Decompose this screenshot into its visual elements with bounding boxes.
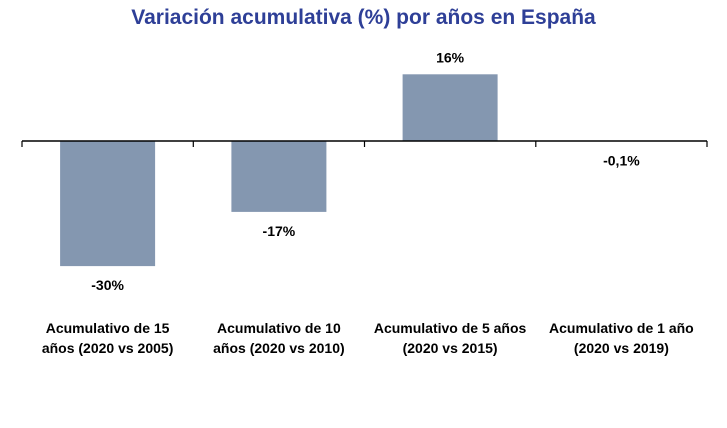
category-label-line: Acumulativo de 1 año — [549, 320, 694, 336]
category-label-2: Acumulativo de 10 años (2020 vs 2010) — [194, 318, 364, 358]
bar-2 — [231, 141, 327, 212]
category-label-4: Acumulativo de 1 año (2020 vs 2019) — [536, 318, 706, 358]
category-label-3: Acumulativo de 5 años (2020 vs 2015) — [365, 318, 535, 358]
category-label-line: Acumulativo de 15 — [45, 320, 170, 336]
category-label-line: Acumulativo de 10 — [217, 320, 341, 336]
bar-1 — [60, 141, 156, 267]
category-label-1: Acumulativo de 15 años (2020 vs 2005) — [23, 318, 193, 358]
category-label-line: (2020 vs 2019) — [573, 340, 669, 356]
data-label-4: -0,1% — [603, 152, 640, 168]
category-label-line: (2020 vs 2015) — [402, 340, 498, 356]
category-label-line: años (2020 vs 2010) — [213, 340, 345, 356]
chart-title: Variación acumulativa (%) por años en Es… — [131, 6, 596, 29]
category-label-line: Acumulativo de 5 años — [373, 320, 527, 336]
data-label-1: -30% — [91, 277, 124, 293]
category-label-line: años (2020 vs 2005) — [41, 340, 174, 356]
bar-3 — [402, 74, 498, 141]
data-label-2: -17% — [263, 223, 296, 239]
data-label-3: 16% — [436, 49, 465, 65]
